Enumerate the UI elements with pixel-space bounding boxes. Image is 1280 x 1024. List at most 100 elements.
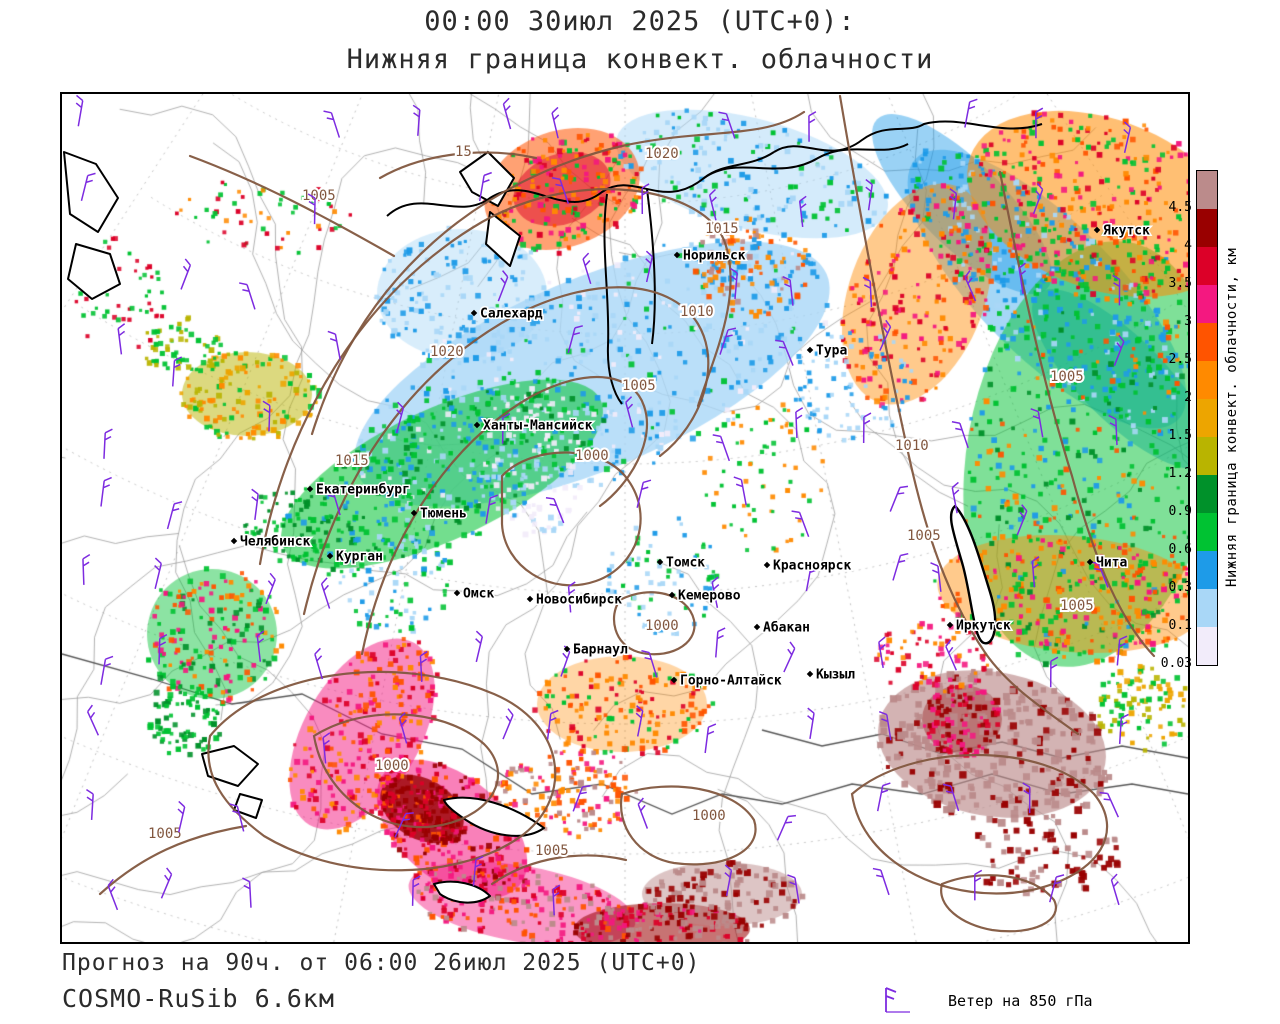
city-marker: Омск [453,585,496,603]
wind-barb [171,356,183,387]
wind-barb [86,788,94,821]
isobar-line [207,670,557,872]
city-marker: Салехард [470,305,544,323]
city-marker: Норильск [673,247,747,265]
city-dot [306,485,314,493]
city-label: Чита [1096,556,1127,571]
isobar-label: 1005 [535,843,569,859]
coastline-path [233,793,263,819]
wind-barb [180,258,192,290]
wind-barb [472,855,484,886]
legend-tick-label: 4.5 [1168,200,1192,215]
wind-barb [733,476,747,506]
wind-barb [256,630,265,662]
wind-barb [551,106,560,139]
wind-barb [645,250,654,283]
wind-barb [805,562,820,592]
wind-barb [641,183,650,215]
city-dot [806,346,814,354]
forecast-info-line: Прогноз на 90ч. от 06:00 26июл 2025 (UTC… [62,950,701,976]
city-label: Ханты-Мансийск [483,419,593,434]
wind-barb [862,276,873,308]
legend-tick-label: 0.3 [1168,580,1192,595]
wind-barb [1035,107,1044,139]
wind-legend-label: Ветер на 850 гПа [948,992,1093,1010]
wind-barb [1049,656,1059,688]
city-dot [668,591,676,599]
wind-barb [1108,414,1118,446]
wind-barb [1116,635,1128,666]
city-dot [453,589,461,597]
city-label: Омск [463,587,494,602]
isobar-label: 1005 [1060,598,1094,614]
isobar-line [612,591,696,656]
wind-barb [177,800,186,833]
wind-barb [82,554,91,585]
wind-barb [1032,182,1044,215]
city-marker: Кемерово [668,587,742,605]
city-dot [670,676,678,684]
legend-title: Нижняя граница конвект. облачности, км [1224,247,1240,587]
wind-barb [239,282,256,310]
legend-tick-label: 4 [1184,238,1192,253]
wind-barb [419,650,428,682]
coastline-path [603,193,623,405]
city-dot [673,251,681,259]
legend-segment [1197,399,1217,437]
legend-tick-label: 1.2 [1168,466,1192,481]
city-marker: Томск [656,554,707,572]
city-dot [410,509,418,517]
wind-barb [314,647,324,680]
wind-barb [546,709,559,740]
legend-tick-label: 3 [1184,314,1192,329]
wind-barb [636,479,652,508]
city-label: Новосибирск [536,593,622,608]
wind-barb [478,171,492,202]
wind-barb [251,488,259,520]
wind-barb [889,485,909,512]
wind-barb [1113,334,1125,367]
legend-tick-label: 3.5 [1168,276,1192,291]
city-label: Тюмень [420,507,467,522]
city-label: Челябинск [240,535,311,550]
map-frame: 1005 15 1020 1015 1010 1020 1005 1000 1015 1010 10… [60,92,1190,944]
city-marker: Красноярск [763,557,853,575]
city-dot [563,645,571,653]
isobar-label: 1005 [1050,369,1084,385]
legend-segment [1197,437,1217,475]
wind-barb [1031,556,1040,588]
wind-barb [775,339,794,366]
wind-barb [502,708,514,740]
wind-barb-icon [885,987,910,1013]
isobar-label: 1005 [148,826,182,842]
wind-barb [1030,408,1044,438]
wind-barb [80,172,96,201]
city-dot [946,621,954,629]
city-marker: Якутск [1093,222,1152,240]
isobar-label: 1000 [575,448,609,464]
map-overlay-svg: 1005 15 1020 1015 1010 1020 1005 1000 1015 1010 10… [63,94,1156,933]
city-layer: Норильск Якутск Салехард Тура Ханты-Мансийск… [230,222,1152,690]
wind-barb [1110,873,1120,906]
wind-barb [398,712,408,744]
city-dot [656,558,664,566]
isobar-label: 1000 [645,618,679,634]
colorbar-legend: 0.03 0.1 0.3 0.6 0.9 1.2 1.5 2 2.5 3 3.5 4 4.5 Нижня… [1150,170,1260,690]
wind-barb [1049,874,1065,903]
city-dot [230,537,238,545]
wind-barb [572,785,591,812]
wind-barb [879,319,892,351]
wind-barb [730,267,738,300]
legend-tick-label: 2.5 [1168,352,1192,367]
isobar-line [838,94,1080,736]
coastline-path [459,151,515,207]
wind-barb [635,705,644,737]
isobar-label: 1005 [622,378,656,394]
city-label: Екатеринбург [316,483,410,498]
legend-tick-label: 2 [1184,390,1192,405]
city-dot [473,421,481,429]
wind-barb [876,782,891,812]
wind-barb [795,407,804,439]
wind-barb [807,707,815,739]
